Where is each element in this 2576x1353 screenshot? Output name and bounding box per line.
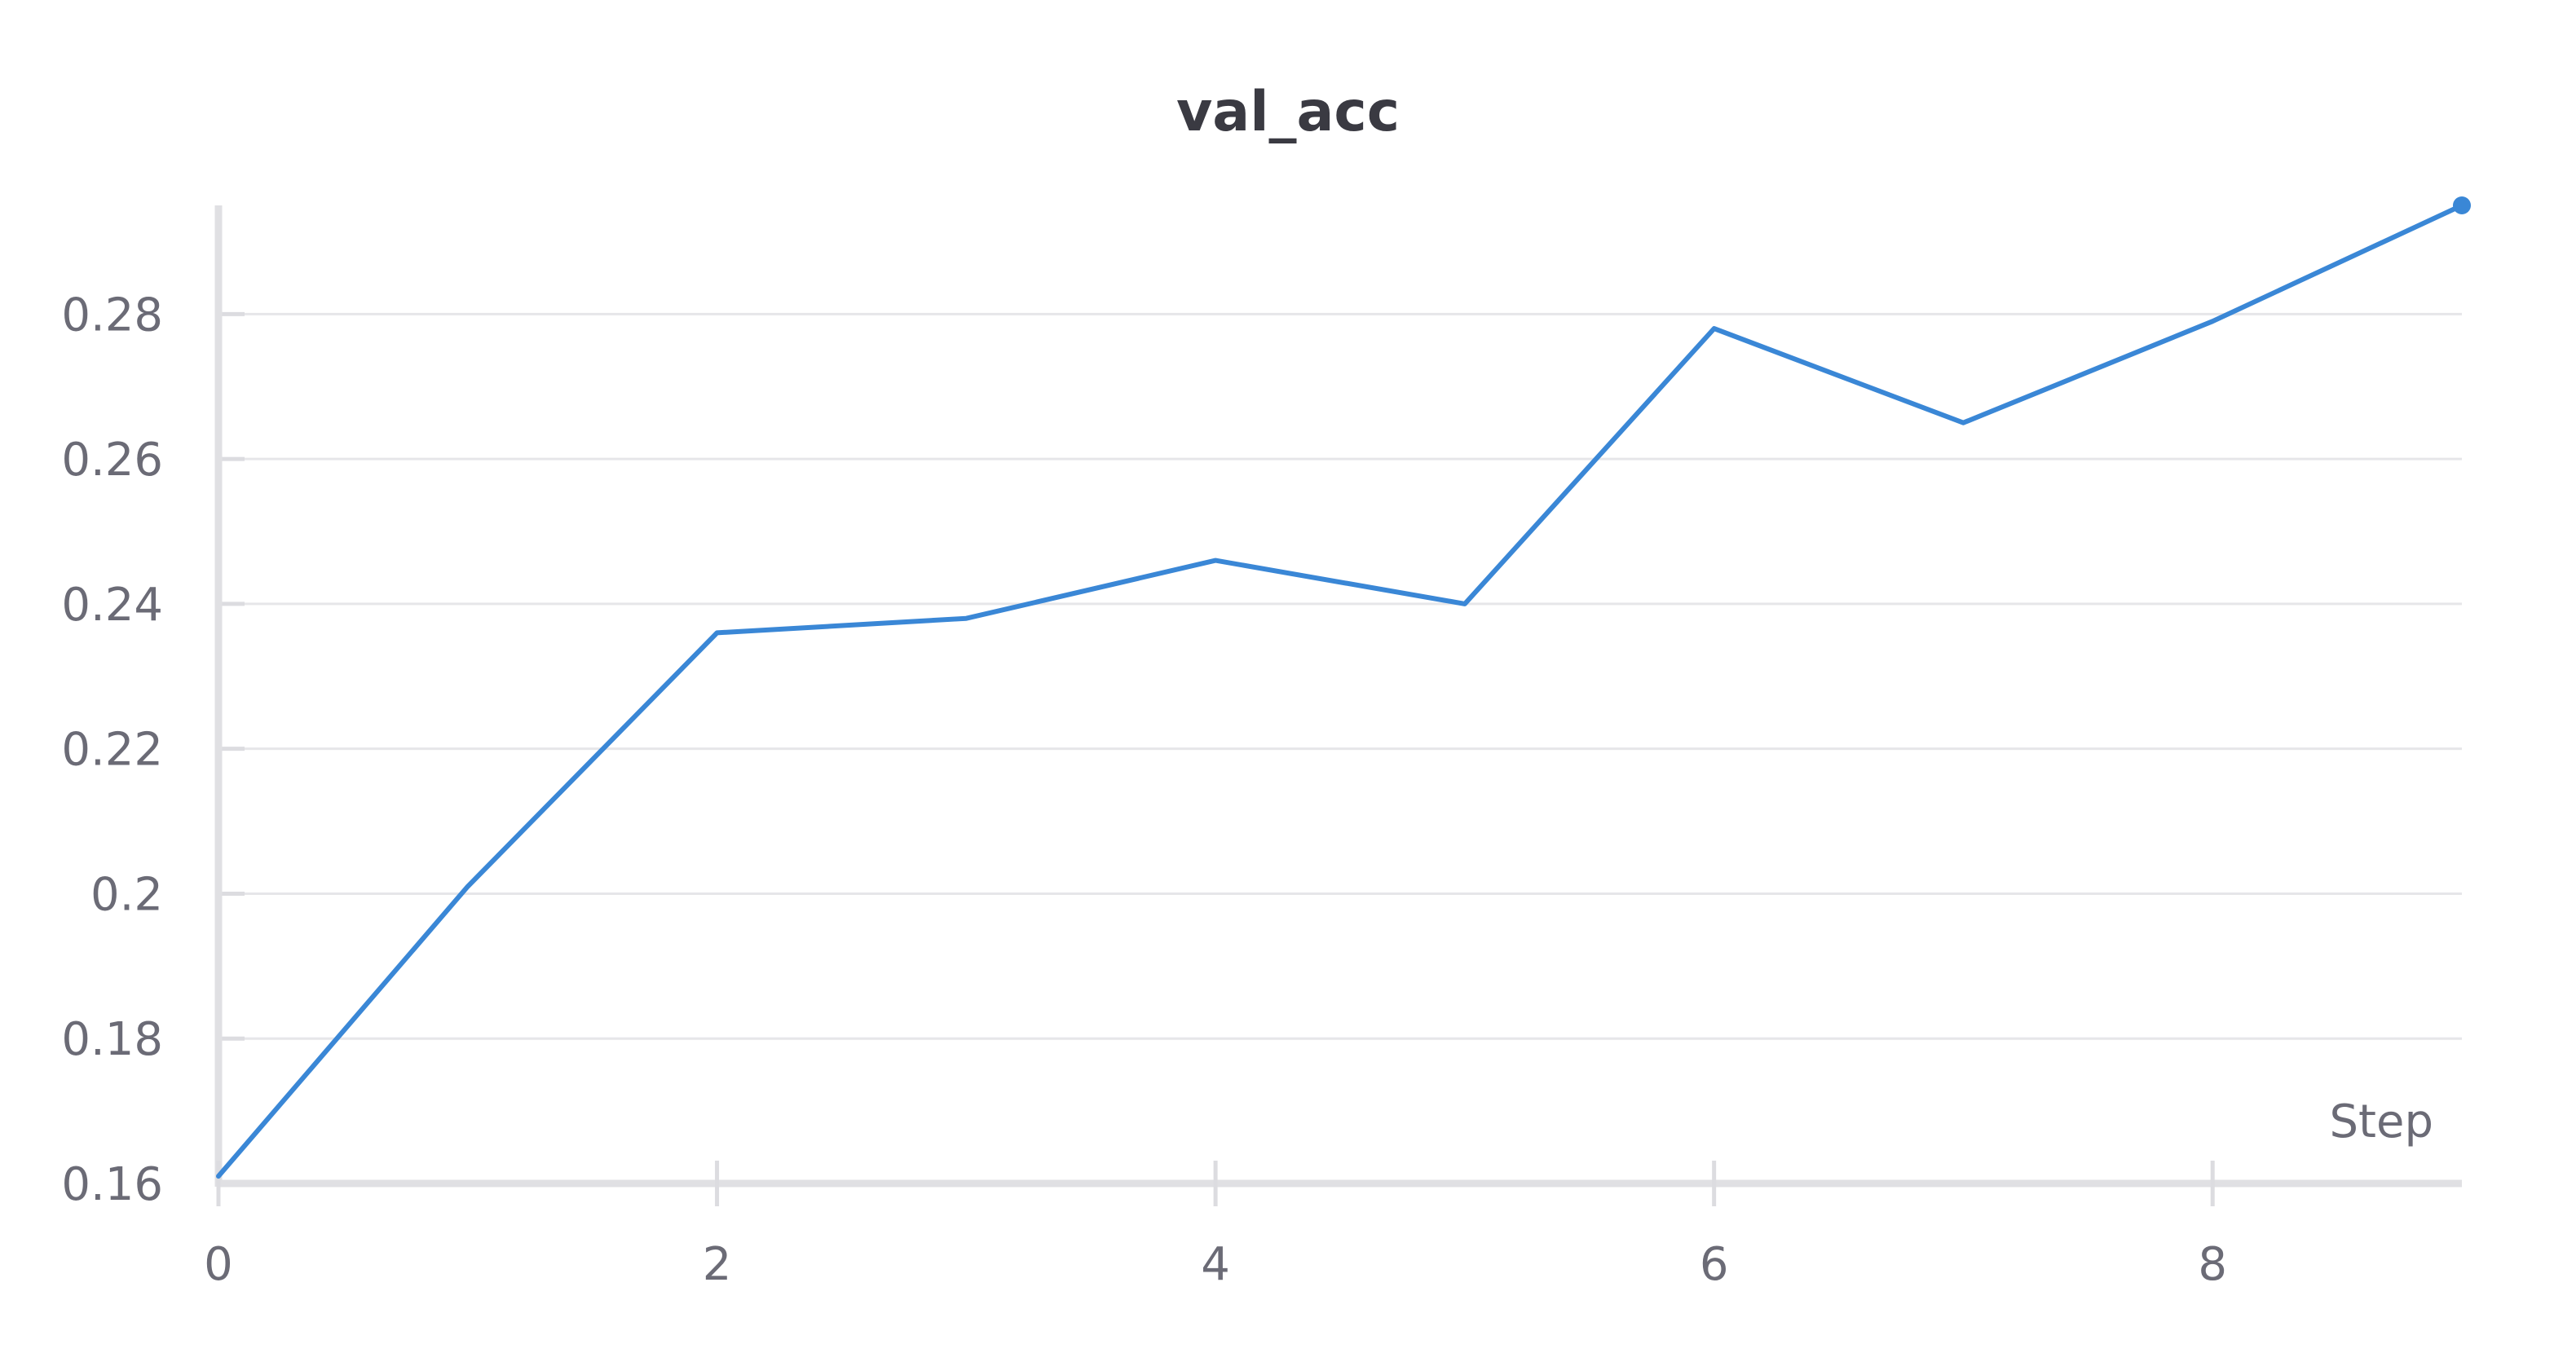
y-tick-label: 0.16 xyxy=(61,1158,163,1211)
x-tick-label: 4 xyxy=(1201,1238,1230,1291)
series-end-point xyxy=(2453,196,2471,214)
y-tick-label: 0.28 xyxy=(61,289,163,342)
series-line xyxy=(216,203,2464,1179)
x-tick-label: 2 xyxy=(703,1238,732,1291)
x-tick-label: 6 xyxy=(1700,1238,1729,1291)
axes xyxy=(214,205,2462,1206)
chart-title: val_acc xyxy=(1176,80,1400,144)
x-tick-label: 0 xyxy=(204,1238,233,1291)
x-axis-label: Step xyxy=(2329,1095,2433,1148)
y-tick-label: 0.2 xyxy=(90,868,163,921)
tick-labels: 0.16 0.18 0.2 0.22 0.24 0.26 0.28 0 2 4 6 8 xyxy=(61,289,2227,1291)
y-tick-label: 0.22 xyxy=(61,724,163,777)
y-tick-label: 0.26 xyxy=(61,434,163,487)
y-tick-label: 0.24 xyxy=(61,579,163,632)
x-tick-label: 8 xyxy=(2198,1238,2227,1291)
grid-lines xyxy=(218,312,2462,1040)
series-layer xyxy=(216,196,2471,1179)
y-tick-label: 0.18 xyxy=(61,1013,163,1066)
